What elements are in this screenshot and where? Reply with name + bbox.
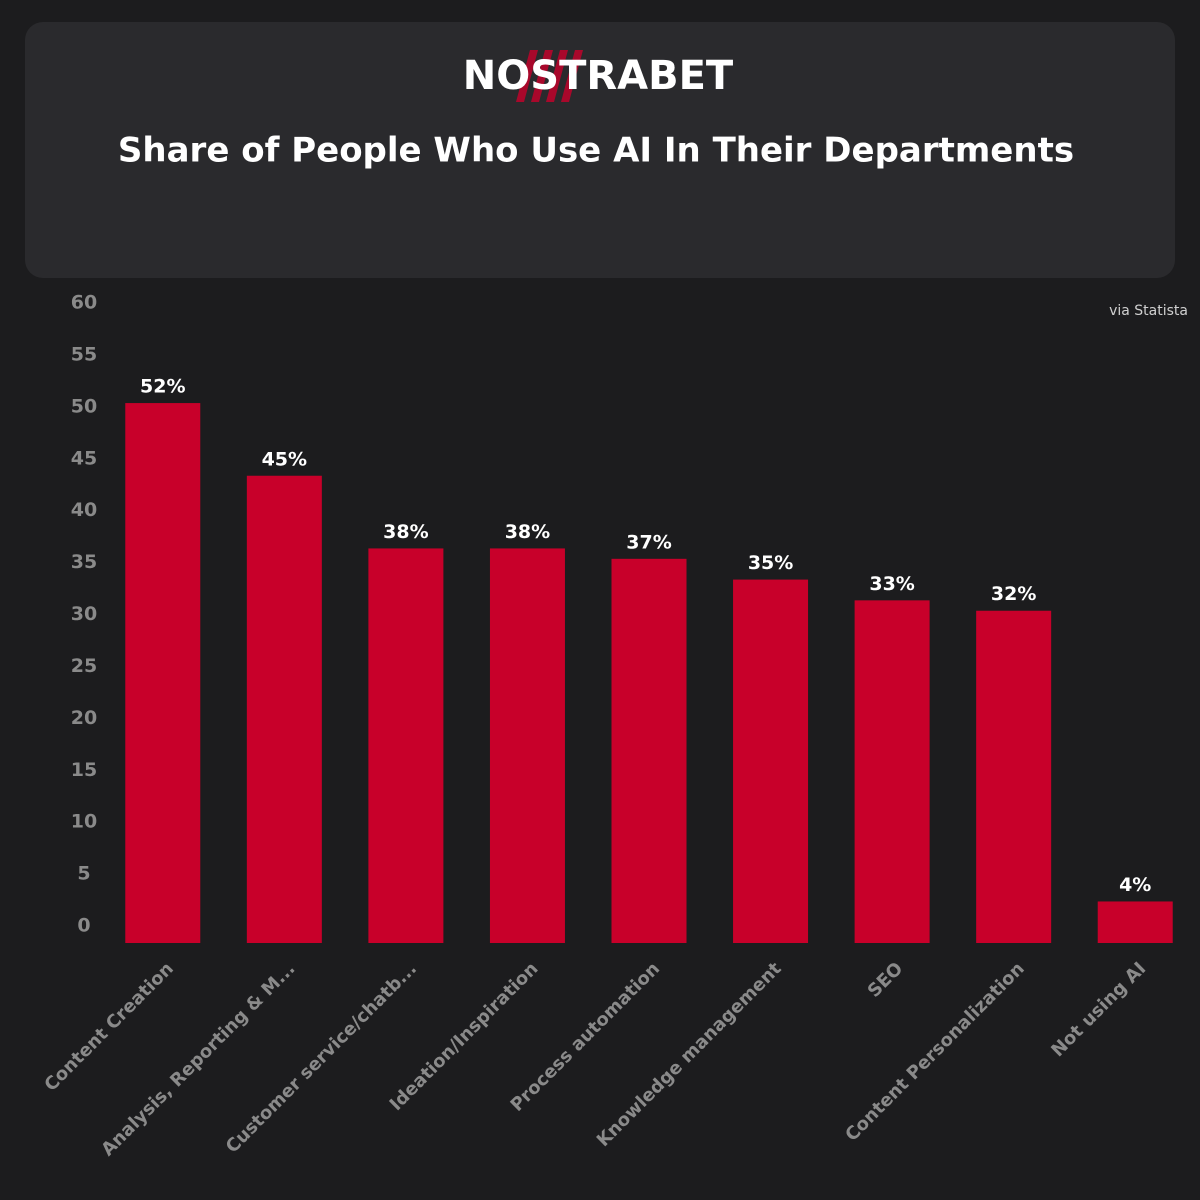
y-tick-label: 20: [71, 707, 97, 729]
bar: [976, 610, 1052, 943]
source-note: via Statista: [1109, 303, 1188, 319]
y-tick-label: 40: [71, 499, 97, 521]
bar: [125, 403, 201, 944]
value-label: 4%: [1119, 874, 1151, 896]
y-tick-label: 60: [71, 292, 97, 314]
value-label: 38%: [383, 521, 428, 543]
value-label: 38%: [505, 521, 550, 543]
y-tick-label: 55: [71, 343, 97, 365]
value-label: 33%: [869, 573, 914, 595]
value-label: 37%: [626, 531, 671, 553]
y-tick-label: 5: [77, 863, 90, 885]
y-tick-label: 30: [71, 603, 97, 625]
y-tick-label: 10: [71, 811, 97, 833]
y-tick-label: 50: [71, 395, 97, 417]
value-label: 32%: [991, 583, 1036, 605]
value-label: 35%: [748, 552, 793, 574]
bar: [733, 579, 809, 943]
y-tick-label: 25: [71, 655, 97, 677]
bar: [489, 548, 565, 943]
y-tick-label: 45: [71, 447, 97, 469]
bar: [368, 548, 444, 943]
y-tick-label: 35: [71, 551, 97, 573]
bar: [854, 600, 930, 943]
y-tick-label: 15: [71, 759, 97, 781]
brand-logo: NOSTRABET: [463, 53, 734, 99]
value-label: 45%: [262, 448, 307, 470]
logo-stripes: [516, 50, 583, 102]
y-tick-label: 0: [77, 915, 90, 937]
value-label: 52%: [140, 376, 185, 398]
bar: [1097, 901, 1173, 943]
chart-title: Share of People Who Use AI In Their Depa…: [118, 131, 1074, 171]
header-card: [25, 22, 1175, 278]
bar: [611, 558, 687, 943]
bar: [246, 475, 322, 943]
